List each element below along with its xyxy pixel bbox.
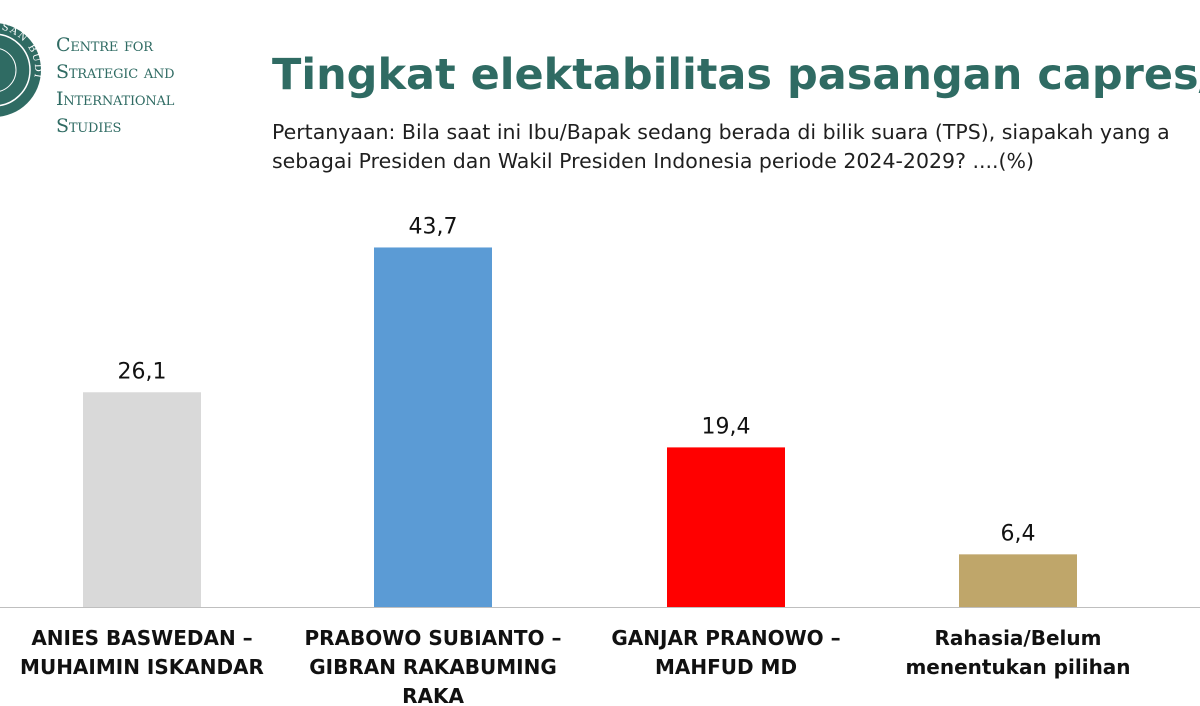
category-label-4-line-1: Rahasia/Belum: [935, 626, 1102, 650]
bar-4: [959, 554, 1077, 607]
category-label-1-line-1: ANIES BASWEDAN –: [31, 626, 252, 650]
category-label-4-line-2: menentukan pilihan: [905, 655, 1130, 679]
category-label-2-line-3: RAKA: [402, 684, 464, 706]
page-title: Tingkat elektabilitas pasangan capres/: [272, 50, 1200, 100]
value-label-2: 43,7: [409, 214, 458, 239]
question-line-2: sebagai Presiden dan Wakil Presiden Indo…: [272, 149, 1035, 173]
bar-1: [83, 392, 201, 607]
value-label-1: 26,1: [118, 359, 167, 384]
bar-3: [667, 447, 785, 607]
organization-name: Centre for Strategic and International S…: [56, 32, 175, 140]
org-line-1: Centre for: [56, 34, 153, 56]
value-label-3: 19,4: [702, 414, 751, 439]
category-label-2-line-1: PRABOWO SUBIANTO –: [305, 626, 562, 650]
org-line-2: Strategic and: [56, 61, 175, 83]
survey-question: Pertanyaan: Bila saat ini Ibu/Bapak seda…: [272, 118, 1200, 176]
category-label-3-line-1: GANJAR PRANOWO –: [611, 626, 840, 650]
value-label-4: 6,4: [1001, 521, 1036, 546]
category-label-1-line-2: MUHAIMIN ISKANDAR: [20, 655, 264, 679]
org-line-4: Studies: [56, 115, 122, 137]
category-label-2-line-2: GIBRAN RAKABUMING: [309, 655, 557, 679]
csis-seal-logo: NUSAN BUDI: [0, 21, 42, 117]
category-label-3-line-2: MAHFUD MD: [655, 655, 797, 679]
org-line-3: International: [56, 88, 175, 110]
bar-2: [374, 247, 492, 607]
question-line-1: Pertanyaan: Bila saat ini Ibu/Bapak seda…: [272, 120, 1170, 144]
